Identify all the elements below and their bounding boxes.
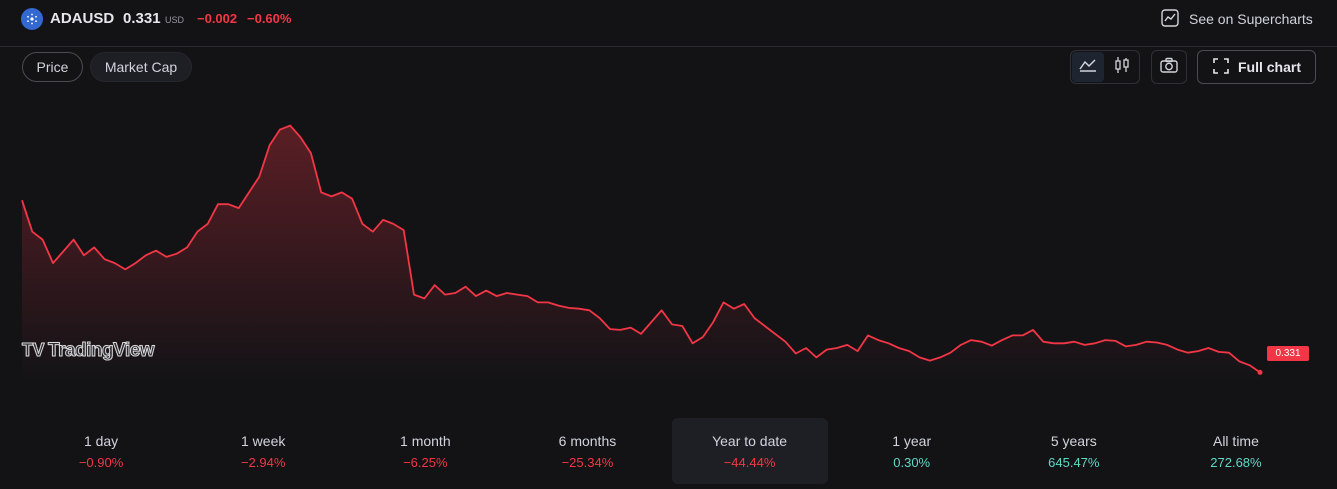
current-price: 0.331 <box>123 10 161 27</box>
period-label: Year to date <box>712 432 788 449</box>
chart-box-icon <box>1160 8 1180 31</box>
period-change: 645.47% <box>1048 454 1100 470</box>
last-price-label: 0.331 <box>1267 346 1309 361</box>
full-chart-button[interactable]: Full chart <box>1197 50 1316 84</box>
symbol-header: ADAUSD 0.331 USD −0.002 −0.60% See on Su… <box>0 0 1337 47</box>
currency-label: USD <box>165 15 185 25</box>
tradingview-watermark: TV TradingView <box>21 340 156 362</box>
period-label: 5 years <box>1050 432 1097 449</box>
price-chart[interactable] <box>0 96 1337 396</box>
period-1-month[interactable]: 1 month −6.25% <box>347 418 503 484</box>
period-change: 0.30% <box>893 454 931 470</box>
cardano-logo-icon <box>21 8 43 30</box>
full-chart-label: Full chart <box>1237 59 1301 75</box>
period-change: −0.90% <box>78 454 124 470</box>
watermark-text: TradingView <box>48 340 156 362</box>
period-performance-bar: 1 day −0.90% 1 week −2.94% 1 month −6.25… <box>20 418 1317 484</box>
period-label: 6 months <box>558 432 617 449</box>
period-change: −2.94% <box>240 454 286 470</box>
price-change: −0.002 <box>197 11 238 26</box>
period-change: −44.44% <box>723 454 776 470</box>
period-label: 1 day <box>83 432 119 449</box>
period-label: 1 month <box>400 432 451 449</box>
fullscreen-icon <box>1212 57 1230 78</box>
candlestick-icon <box>1113 55 1131 80</box>
symbol-name: ADAUSD <box>50 10 115 27</box>
price-change-percent: −0.60% <box>247 11 292 26</box>
period-label: 1 week <box>241 432 286 449</box>
period-label: 1 year <box>892 432 932 449</box>
see-on-supercharts-link[interactable]: See on Supercharts <box>1160 8 1313 30</box>
period-5-years[interactable]: 5 years 645.47% <box>996 418 1152 484</box>
period-year-to-date[interactable]: Year to date −44.44% <box>671 418 828 484</box>
period-label: All time <box>1212 432 1259 449</box>
period-change: −25.34% <box>561 454 614 470</box>
candlestick-button[interactable] <box>1106 52 1138 82</box>
period-change: 272.68% <box>1210 454 1262 470</box>
period-1-day[interactable]: 1 day −0.90% <box>23 418 179 484</box>
last-price-dot <box>1257 369 1263 375</box>
area-chart-button[interactable] <box>1072 52 1104 82</box>
chart-style-toggle <box>1070 50 1140 84</box>
tab-price[interactable]: Price <box>22 52 83 82</box>
period-change: −6.25% <box>403 454 448 470</box>
snapshot-button[interactable] <box>1153 52 1185 82</box>
tab-market-cap[interactable]: Market Cap <box>90 52 192 82</box>
price-line <box>21 124 1261 374</box>
area-chart-icon <box>1078 57 1098 78</box>
period-1-week[interactable]: 1 week −2.94% <box>185 418 341 484</box>
period-6-months[interactable]: 6 months −25.34% <box>509 418 665 484</box>
price-area-fill <box>22 125 1260 381</box>
snapshot-group <box>1151 50 1187 84</box>
tradingview-logo-icon: TV <box>21 340 45 361</box>
period-all-time[interactable]: All time 272.68% <box>1158 418 1314 484</box>
camera-icon <box>1159 57 1179 78</box>
period-1-year[interactable]: 1 year 0.30% <box>834 418 990 484</box>
supercharts-label: See on Supercharts <box>1189 11 1313 27</box>
